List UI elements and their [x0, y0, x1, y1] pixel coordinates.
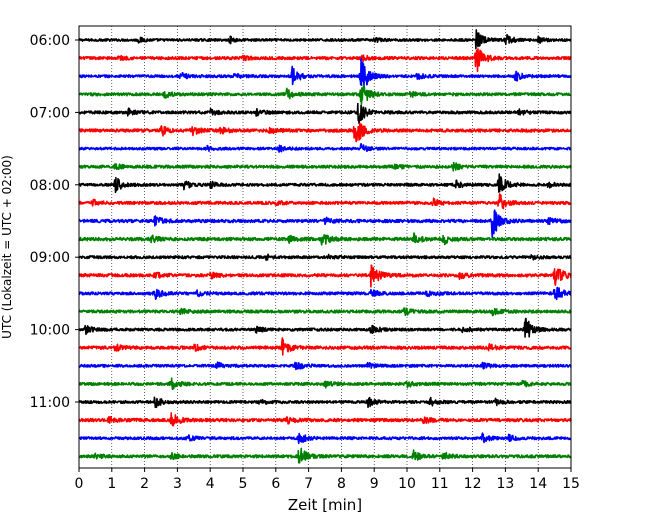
x-tick-label-8: 8: [337, 476, 346, 492]
seismic-trace-1015: [78, 337, 572, 356]
seismic-trace-0715: [78, 122, 572, 143]
x-tick-label-10: 10: [398, 476, 416, 492]
x-axis: 0 1 2 3 4 5 6 7 8 9 10 11 12 13 14 15: [75, 468, 580, 492]
seismic-trace-1130: [78, 432, 572, 445]
seismic-trace-1115: [78, 412, 572, 427]
seismic-trace-0745: [78, 161, 572, 172]
x-axis-label: Zeit [min]: [288, 496, 362, 514]
y-axis-label: UTC (Lokalzeit = UTC + 02:00): [0, 155, 14, 339]
x-tick-label-1: 1: [107, 476, 116, 492]
x-tick-label-3: 3: [173, 476, 182, 492]
seismic-trace-0930: [78, 286, 572, 301]
x-tick-label-15: 15: [562, 476, 580, 492]
seismic-trace-0800: [78, 173, 572, 194]
trace-group: [78, 29, 572, 464]
seismic-trace-0945: [78, 307, 572, 317]
y-tick-label-3: 09:00: [30, 250, 70, 266]
seismic-trace-0730: [78, 142, 572, 153]
y-tick-label-4: 10:00: [30, 323, 70, 339]
seismic-trace-0600: [78, 29, 572, 50]
x-tick-label-7: 7: [304, 476, 313, 492]
seismic-trace-0615: [78, 48, 572, 73]
seismic-trace-1030: [78, 361, 572, 371]
seismic-trace-1045: [78, 377, 572, 391]
x-tick-label-2: 2: [140, 476, 149, 492]
x-tick-label-5: 5: [239, 476, 248, 492]
seismic-trace-0630: [78, 57, 572, 91]
x-tick-label-14: 14: [529, 476, 547, 492]
y-tick-label-1: 07:00: [30, 105, 70, 121]
seismic-trace-0830: [78, 209, 572, 239]
y-axis: 06:00 07:00 08:00 09:00 10:00 11:00: [30, 33, 79, 411]
seismic-trace-0915: [78, 264, 572, 288]
x-tick-label-12: 12: [464, 476, 482, 492]
seismic-trace-0700: [78, 102, 572, 125]
seismic-trace-0845: [78, 232, 572, 246]
seismic-trace-1100: [78, 396, 572, 409]
x-tick-label-6: 6: [271, 476, 280, 492]
seismic-trace-1000: [78, 317, 572, 338]
plot-frame: [78, 25, 572, 469]
y-tick-label-2: 08:00: [30, 178, 70, 194]
x-tick-label-9: 9: [370, 476, 379, 492]
x-tick-label-13: 13: [496, 476, 514, 492]
x-tick-label-11: 11: [431, 476, 449, 492]
x-tick-label-4: 4: [206, 476, 215, 492]
y-tick-label-0: 06:00: [30, 33, 70, 49]
y-tick-label-5: 11:00: [30, 395, 70, 411]
x-tick-label-0: 0: [75, 476, 84, 492]
seismic-trace-0815: [78, 193, 572, 210]
seismic-trace-0900: [78, 253, 572, 261]
seismic-trace-0645: [78, 84, 572, 105]
seismic-trace-1145: [78, 447, 572, 464]
